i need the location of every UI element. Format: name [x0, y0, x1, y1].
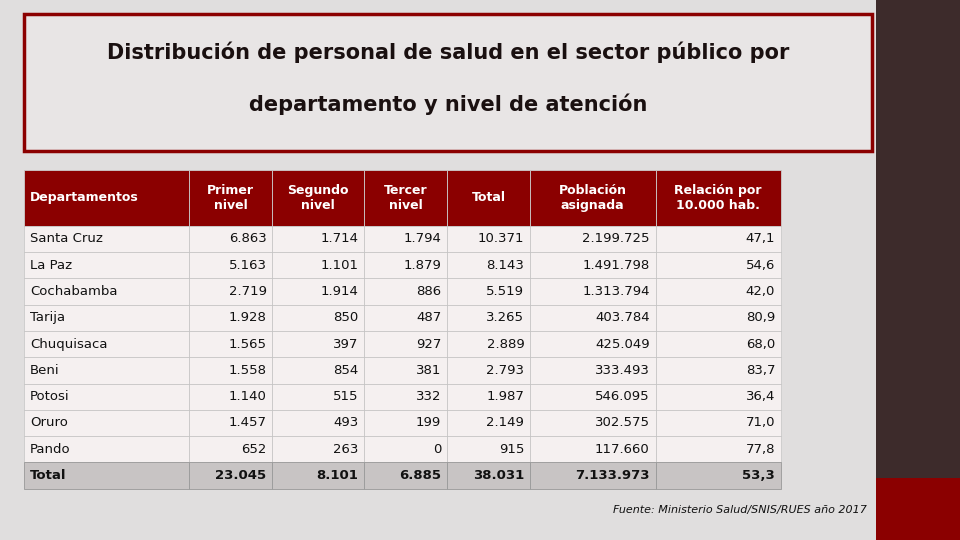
Text: 3.265: 3.265 — [487, 312, 524, 325]
Text: Chuquisaca: Chuquisaca — [30, 338, 108, 350]
Text: 915: 915 — [499, 443, 524, 456]
Text: Total: Total — [30, 469, 66, 482]
Text: 1.558: 1.558 — [228, 364, 267, 377]
Text: 6.885: 6.885 — [399, 469, 442, 482]
Text: 332: 332 — [416, 390, 442, 403]
Text: 47,1: 47,1 — [746, 233, 776, 246]
Text: 425.049: 425.049 — [595, 338, 650, 350]
Text: Santa Cruz: Santa Cruz — [30, 233, 103, 246]
Text: 53,3: 53,3 — [742, 469, 776, 482]
Text: 5.163: 5.163 — [228, 259, 267, 272]
Text: Oruro: Oruro — [30, 416, 67, 429]
Text: Tercer
nivel: Tercer nivel — [384, 184, 427, 212]
Text: 7.133.973: 7.133.973 — [575, 469, 650, 482]
Text: 850: 850 — [333, 312, 358, 325]
Text: 1.457: 1.457 — [228, 416, 267, 429]
Text: 1.714: 1.714 — [320, 233, 358, 246]
Text: 927: 927 — [416, 338, 442, 350]
Text: 1.914: 1.914 — [321, 285, 358, 298]
Text: 2.889: 2.889 — [487, 338, 524, 350]
Text: 1.140: 1.140 — [228, 390, 267, 403]
Text: 302.575: 302.575 — [595, 416, 650, 429]
Text: 2.719: 2.719 — [228, 285, 267, 298]
Text: 1.987: 1.987 — [487, 390, 524, 403]
Text: 1.101: 1.101 — [320, 259, 358, 272]
Text: Distribución de personal de salud en el sector público por: Distribución de personal de salud en el … — [107, 42, 789, 63]
Text: 77,8: 77,8 — [746, 443, 776, 456]
Text: 10.371: 10.371 — [478, 233, 524, 246]
Text: 23.045: 23.045 — [215, 469, 267, 482]
Text: 2.199.725: 2.199.725 — [583, 233, 650, 246]
Text: 487: 487 — [416, 312, 442, 325]
Text: 1.879: 1.879 — [403, 259, 442, 272]
Text: 38.031: 38.031 — [473, 469, 524, 482]
Text: Segundo
nivel: Segundo nivel — [287, 184, 348, 212]
Text: 68,0: 68,0 — [746, 338, 776, 350]
Text: 403.784: 403.784 — [595, 312, 650, 325]
Text: 117.660: 117.660 — [595, 443, 650, 456]
Text: 36,4: 36,4 — [746, 390, 776, 403]
Text: 54,6: 54,6 — [746, 259, 776, 272]
Text: 381: 381 — [416, 364, 442, 377]
Text: Pando: Pando — [30, 443, 70, 456]
Text: Beni: Beni — [30, 364, 60, 377]
Text: 1.313.794: 1.313.794 — [583, 285, 650, 298]
Text: 80,9: 80,9 — [746, 312, 776, 325]
Text: 0: 0 — [433, 443, 442, 456]
Text: Fuente: Ministerio Salud/SNIS/RUES año 2017: Fuente: Ministerio Salud/SNIS/RUES año 2… — [613, 505, 867, 515]
Text: Relación por
10.000 hab.: Relación por 10.000 hab. — [675, 184, 762, 212]
Text: 83,7: 83,7 — [746, 364, 776, 377]
Text: Total: Total — [471, 192, 506, 205]
Text: Potosi: Potosi — [30, 390, 69, 403]
Text: 71,0: 71,0 — [746, 416, 776, 429]
Text: 854: 854 — [333, 364, 358, 377]
Text: 8.143: 8.143 — [487, 259, 524, 272]
Text: Departamentos: Departamentos — [30, 192, 138, 205]
Text: 2.793: 2.793 — [487, 364, 524, 377]
Text: Población
asignada: Población asignada — [559, 184, 627, 212]
Text: 886: 886 — [416, 285, 442, 298]
Text: Cochabamba: Cochabamba — [30, 285, 117, 298]
Text: 1.928: 1.928 — [228, 312, 267, 325]
Text: 5.519: 5.519 — [487, 285, 524, 298]
Text: 199: 199 — [416, 416, 442, 429]
Text: 6.863: 6.863 — [228, 233, 267, 246]
Text: 397: 397 — [333, 338, 358, 350]
Text: 1.565: 1.565 — [228, 338, 267, 350]
Text: 515: 515 — [333, 390, 358, 403]
Text: La Paz: La Paz — [30, 259, 72, 272]
Text: 546.095: 546.095 — [595, 390, 650, 403]
Text: 493: 493 — [333, 416, 358, 429]
Text: 333.493: 333.493 — [595, 364, 650, 377]
Text: 8.101: 8.101 — [316, 469, 358, 482]
Text: Tarija: Tarija — [30, 312, 65, 325]
Text: 263: 263 — [333, 443, 358, 456]
Text: 652: 652 — [241, 443, 267, 456]
Text: 2.149: 2.149 — [487, 416, 524, 429]
Text: 42,0: 42,0 — [746, 285, 776, 298]
Text: 1.794: 1.794 — [403, 233, 442, 246]
Text: departamento y nivel de atención: departamento y nivel de atención — [249, 93, 647, 114]
Text: Primer
nivel: Primer nivel — [207, 184, 254, 212]
Text: 1.491.798: 1.491.798 — [583, 259, 650, 272]
